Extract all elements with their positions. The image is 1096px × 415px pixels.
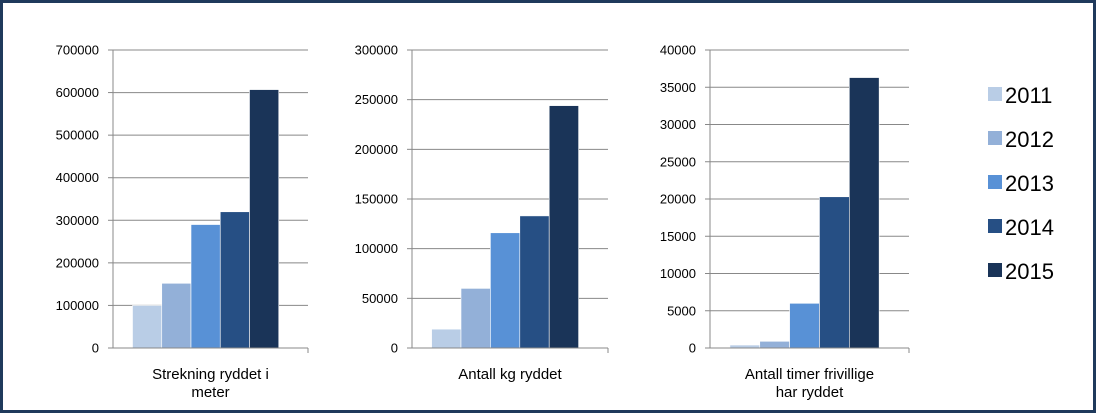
y-tick-label: 400000 <box>56 170 99 185</box>
y-tick-label: 0 <box>92 341 99 356</box>
bar-2014 <box>519 215 550 349</box>
y-tick-label: 700000 <box>56 43 99 58</box>
y-tick-label: 25000 <box>660 154 696 169</box>
legend-swatch-2012 <box>988 131 1002 145</box>
legend-label-2011: 2011 <box>1005 83 1052 108</box>
y-tick-label: 10000 <box>660 266 696 281</box>
y-tick-label: 0 <box>689 341 696 356</box>
y-tick-label: 200000 <box>355 142 398 157</box>
bar-charts: 0100000200000300000400000500000600000700… <box>56 43 1054 402</box>
bar-2015 <box>848 77 880 349</box>
y-tick-label: 0 <box>391 341 398 356</box>
y-tick-label: 300000 <box>355 43 398 58</box>
bar-2011 <box>132 305 163 349</box>
bar-2013 <box>789 302 820 349</box>
y-tick-label: 600000 <box>56 85 99 100</box>
bar-2014 <box>219 211 250 349</box>
y-tick-label: 50000 <box>362 291 398 306</box>
y-tick-label: 40000 <box>660 43 696 58</box>
bar-2011 <box>431 328 462 349</box>
y-tick-label: 150000 <box>355 192 398 207</box>
bar-2012 <box>460 288 491 349</box>
legend-label-2014: 2014 <box>1005 215 1054 240</box>
legend-swatch-2011 <box>988 87 1002 101</box>
bar-2012 <box>759 340 790 349</box>
y-tick-label: 35000 <box>660 80 696 95</box>
y-tick-label: 250000 <box>355 92 398 107</box>
y-tick-label: 15000 <box>660 229 696 244</box>
legend-swatch-2015 <box>988 263 1002 277</box>
legend-label-2013: 2013 <box>1005 171 1054 196</box>
y-tick-label: 30000 <box>660 117 696 132</box>
y-tick-label: 20000 <box>660 192 696 207</box>
y-tick-label: 200000 <box>56 255 99 270</box>
chart-panels: 0100000200000300000400000500000600000700… <box>56 43 910 401</box>
y-tick-label: 100000 <box>56 298 99 313</box>
bar-2012 <box>161 282 192 349</box>
chart-panel-3: 0 5000 10000 15000 20000 25000 30000 35000 40000… <box>660 43 910 401</box>
bar-2014 <box>819 196 850 349</box>
legend-label-2012: 2012 <box>1005 127 1054 152</box>
legend-label-2015: 2015 <box>1005 259 1054 284</box>
y-tick-label: 500000 <box>56 128 99 143</box>
x-category-label: Strekning ryddet i meter <box>152 366 269 401</box>
legend-swatch-2013 <box>988 175 1002 189</box>
chart-panel-2: 0 50000 100000 150000 200000 250000 300000 Anta… <box>355 43 609 383</box>
x-category-label: Antall kg ryddet <box>458 366 562 383</box>
bar-2013 <box>190 224 221 349</box>
legend: 2011 2012 2013 2014 2015 <box>988 83 1054 284</box>
x-category-label: Antall timer frivillige har ryddet <box>745 366 874 401</box>
bar-2015 <box>548 105 579 349</box>
y-tick-label: 100000 <box>355 241 398 256</box>
y-tick-label: 300000 <box>56 213 99 228</box>
bar-2013 <box>490 232 521 349</box>
chart-panel-1: 0 100000 200000 300000 400000 500000 600000 700… <box>56 43 309 401</box>
y-tick-label: 5000 <box>667 303 696 318</box>
bar-2015 <box>249 89 280 349</box>
legend-swatch-2014 <box>988 219 1002 233</box>
